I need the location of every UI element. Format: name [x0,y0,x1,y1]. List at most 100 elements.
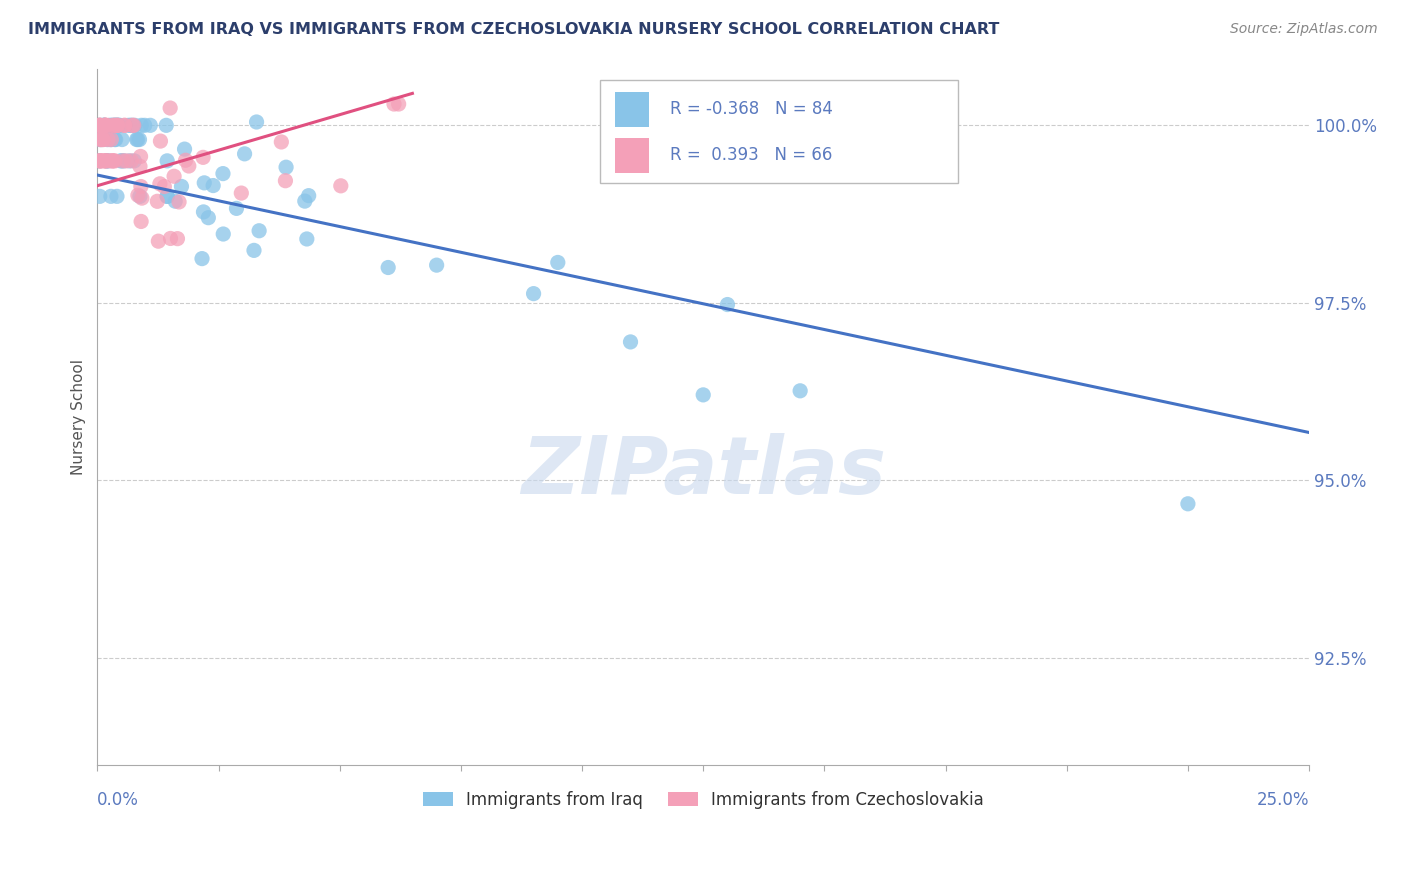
Point [94,119,117,133]
Point [101,153,124,168]
Point [93,119,115,133]
Point [104,132,127,146]
Point [100,132,122,146]
Point [105,119,128,133]
Point [89,132,111,146]
Point [149,134,172,148]
Point [225,202,247,216]
Point [94,119,117,133]
Point [155,119,177,133]
Point [94,153,117,168]
Point [111,132,134,146]
Point [388,97,411,112]
Point [96,119,118,133]
Point [89,132,111,146]
Point [120,153,142,168]
Point [173,142,195,156]
Point [93,119,115,133]
Point [426,258,449,272]
Point [100,189,122,203]
Text: IMMIGRANTS FROM IRAQ VS IMMIGRANTS FROM CZECHOSLOVAKIA NURSERY SCHOOL CORRELATIO: IMMIGRANTS FROM IRAQ VS IMMIGRANTS FROM … [28,22,1000,37]
Point [193,176,215,190]
Point [104,132,127,146]
Point [89,153,111,168]
Point [159,101,181,115]
Point [170,179,193,194]
Point [91,132,114,146]
Point [212,227,235,241]
Point [96,153,118,168]
Point [298,188,321,202]
Point [110,153,132,168]
Text: ZIPatlas: ZIPatlas [520,434,886,511]
Point [100,119,122,133]
Point [108,119,131,133]
Point [193,205,215,219]
Point [94,119,117,133]
Point [114,119,136,133]
Point [97,132,120,146]
Text: R =  0.393   N = 66: R = 0.393 N = 66 [671,145,832,163]
Point [94,119,117,133]
Point [129,189,152,203]
Point [93,119,115,133]
Point [166,232,188,246]
Text: 25.0%: 25.0% [1257,790,1309,809]
Point [93,153,115,168]
Point [127,188,149,202]
Point [156,153,179,168]
Point [124,153,146,168]
Point [274,174,297,188]
Point [124,119,146,133]
Point [120,119,142,133]
Point [91,119,114,133]
Point [121,119,143,133]
Point [89,153,111,168]
Point [90,153,112,168]
Point [270,135,292,149]
Y-axis label: Nursery School: Nursery School [72,359,86,475]
Point [89,189,111,203]
Point [149,177,172,191]
Point [101,153,124,168]
Point [90,132,112,146]
Point [382,97,405,112]
Point [96,153,118,168]
Point [245,115,267,129]
Point [163,169,186,184]
Point [103,153,125,168]
Point [233,146,256,161]
Point [97,153,120,168]
Point [89,119,111,133]
Text: Source: ZipAtlas.com: Source: ZipAtlas.com [1230,22,1378,37]
Point [139,119,162,133]
Point [231,186,253,200]
Point [107,119,129,133]
Point [131,191,153,205]
Point [789,384,811,398]
Point [716,297,738,311]
Point [191,150,214,164]
Point [114,119,136,133]
Point [100,132,122,146]
Point [121,119,143,133]
Point [89,119,111,133]
Point [177,159,200,173]
Point [101,119,124,133]
Point [128,132,150,146]
Point [105,189,128,203]
Point [159,231,181,245]
Point [294,194,316,208]
Point [692,388,714,402]
Point [89,153,111,168]
Point [619,334,641,349]
Point [103,119,125,133]
Point [98,119,121,133]
Point [117,119,139,133]
Point [103,119,125,133]
Point [96,132,118,146]
Point [93,153,115,168]
Point [105,119,128,133]
Point [329,178,352,193]
Point [547,255,569,269]
